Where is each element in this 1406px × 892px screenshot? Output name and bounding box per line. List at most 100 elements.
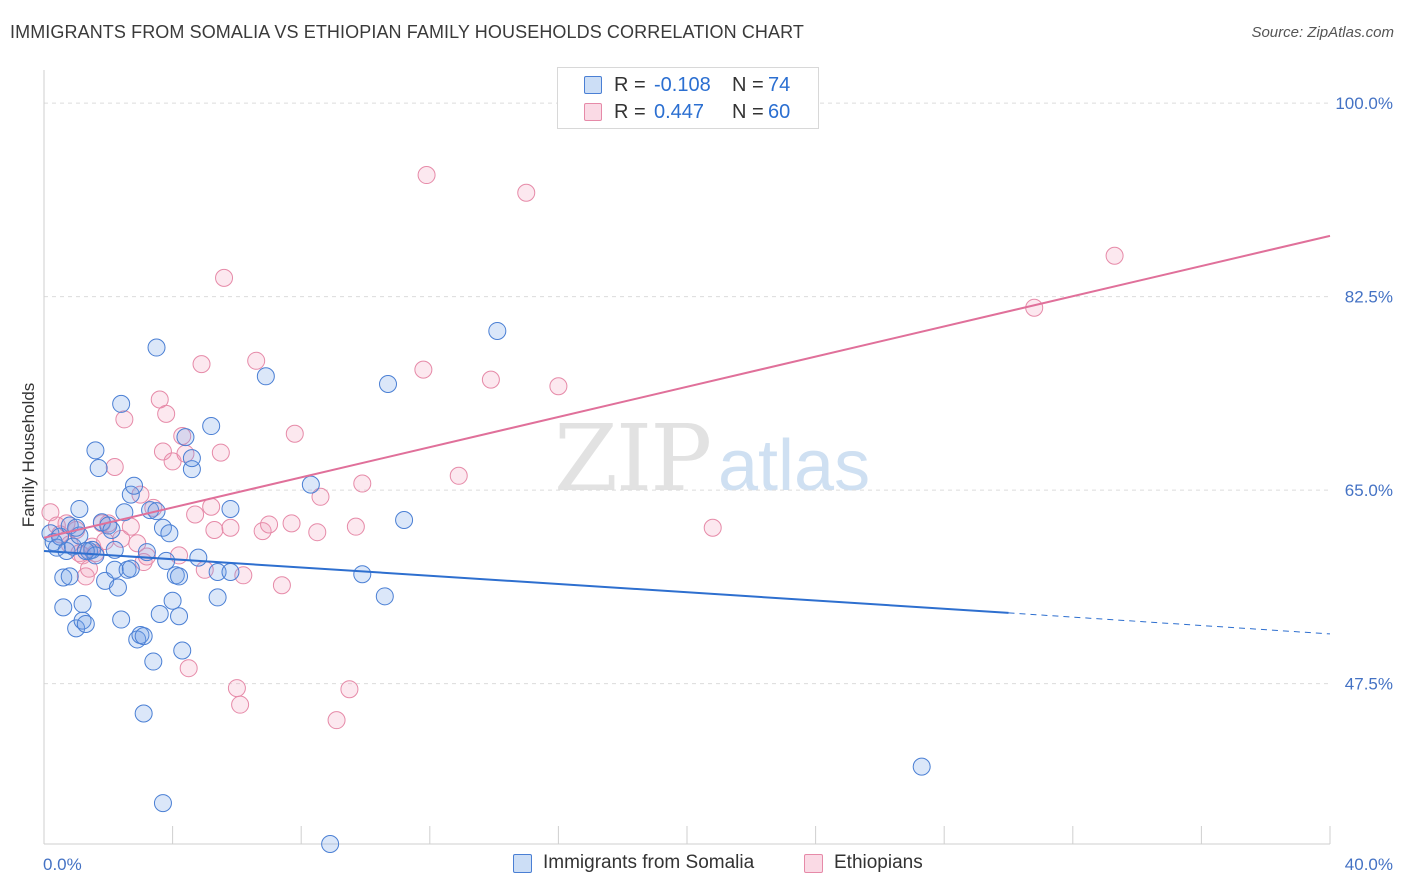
somalia-point-12 [70, 499, 89, 518]
ethiopians-point-62 [1025, 298, 1044, 317]
somalia-point-67 [375, 587, 394, 606]
correlation-legend: R = -0.108 N = 74 R = 0.447 N = 60 [557, 67, 819, 129]
ethiopians-point-61 [703, 518, 722, 537]
somalia-points [41, 321, 931, 853]
ethiopians-point-49 [308, 523, 327, 542]
ethiopians-point-46 [272, 576, 291, 595]
somalia-point-68 [379, 375, 398, 394]
legend-swatch-somalia [513, 854, 532, 873]
somalia-point-14 [73, 595, 92, 614]
x-tick-label-min: 0.0% [43, 855, 82, 874]
y-axis-label: Family Households [19, 383, 38, 528]
legend-n-label: N = [732, 74, 764, 96]
legend-label-ethiopians: Ethiopians [834, 852, 923, 873]
ethiopians-point-56 [417, 166, 436, 185]
somalia-point-59 [208, 588, 227, 607]
ethiopians-point-15 [105, 457, 124, 476]
somalia-point-26 [105, 560, 124, 579]
y-tick-labels: 100.0% 82.5% 65.0% 47.5% [1335, 94, 1393, 694]
series-legend: Immigrants from Somalia Ethiopians [0, 852, 1406, 878]
legend-r-label: R = [614, 101, 646, 123]
somalia-point-71 [912, 757, 931, 776]
somalia-point-66 [353, 565, 372, 584]
somalia-point-51 [170, 607, 189, 626]
ethiopians-point-47 [282, 514, 301, 533]
legend-swatch-ethiopians [584, 103, 602, 121]
y-tick-label-0: 100.0% [1335, 94, 1393, 113]
somalia-point-57 [189, 548, 208, 567]
x-tick-label-max: 40.0% [1345, 855, 1393, 874]
somalia-point-41 [144, 652, 163, 671]
y-tick-label-3: 47.5% [1345, 675, 1393, 694]
ethiopians-point-36 [205, 520, 224, 539]
somalia-point-63 [256, 367, 275, 386]
ethiopians-point-37 [211, 443, 230, 462]
somalia-point-46 [153, 794, 172, 813]
ethiopians-point-25 [153, 442, 172, 461]
somalia-point-27 [108, 578, 127, 597]
y-tick-label-1: 82.5% [1345, 288, 1393, 307]
somalia-point-15 [76, 614, 95, 633]
ethiopians-point-0 [41, 503, 60, 522]
somalia-point-29 [112, 394, 131, 413]
somalia-point-64 [301, 475, 320, 494]
somalia-point-70 [488, 321, 507, 340]
somalia-point-53 [173, 641, 192, 660]
legend-r-value: 0.447 [654, 101, 705, 123]
ethiopians-point-48 [285, 424, 304, 443]
ethiopians-point-45 [260, 515, 279, 534]
source-label: Source: ZipAtlas.com [1251, 24, 1394, 41]
x-tick-labels: 0.0% 40.0% [43, 855, 1393, 874]
somalia-trend-line [43, 549, 1009, 614]
somalia-point-8 [60, 567, 79, 586]
ethiopians-point-43 [247, 351, 266, 370]
ethiopians-point-58 [517, 183, 536, 202]
ethiopians-point-63 [1105, 246, 1124, 265]
ethiopians-point-39 [221, 518, 240, 537]
somalia-point-60 [208, 562, 227, 581]
somalia-point-69 [395, 511, 414, 530]
watermark: ZIP atlas [554, 405, 870, 512]
ethiopians-point-20 [131, 485, 150, 504]
somalia-point-56 [182, 449, 201, 468]
watermark-zip: ZIP [554, 405, 710, 512]
ethiopians-point-55 [414, 360, 433, 379]
somalia-point-18 [86, 441, 105, 460]
somalia-point-47 [157, 551, 176, 570]
axes [43, 70, 1331, 845]
legend-swatch-somalia [584, 76, 602, 94]
ethiopians-point-17 [115, 410, 134, 429]
legend-n-value: 60 [768, 101, 791, 123]
somalia-point-54 [176, 428, 195, 447]
gridlines [44, 102, 1330, 685]
ethiopians-point-38 [215, 268, 234, 287]
ethiopians-point-33 [192, 355, 211, 374]
somalia-point-38 [134, 627, 153, 646]
ethiopians-point-40 [227, 679, 246, 698]
legend-n-value: 74 [768, 74, 791, 96]
somalia-point-32 [121, 559, 140, 578]
ethiopians-point-31 [179, 659, 198, 678]
ethiopians-point-50 [311, 487, 330, 506]
y-tick-label-2: 65.0% [1345, 481, 1393, 500]
trend-lines [43, 234, 1331, 635]
ethiopians-point-57 [481, 370, 500, 389]
legend-r-label: R = [614, 74, 646, 96]
somalia-point-58 [202, 417, 221, 436]
somalia-point-4 [54, 598, 73, 617]
somalia-point-34 [125, 476, 144, 495]
somalia-point-52 [170, 567, 189, 586]
somalia-point-30 [115, 503, 134, 522]
ethiopians-point-51 [327, 711, 346, 730]
legend-n-label: N = [732, 101, 764, 123]
ethiopians-point-52 [340, 680, 359, 699]
somalia-point-10 [67, 619, 86, 638]
chart-title: IMMIGRANTS FROM SOMALIA VS ETHIOPIAN FAM… [10, 22, 804, 42]
ethiopians-point-60 [449, 466, 468, 485]
somalia-point-49 [163, 591, 182, 610]
ethiopians-point-9 [80, 559, 99, 578]
somalia-point-5 [54, 568, 73, 587]
legend-label-somalia: Immigrants from Somalia [543, 852, 755, 873]
watermark-atlas: atlas [718, 426, 870, 506]
ethiopians-point-26 [157, 404, 176, 423]
